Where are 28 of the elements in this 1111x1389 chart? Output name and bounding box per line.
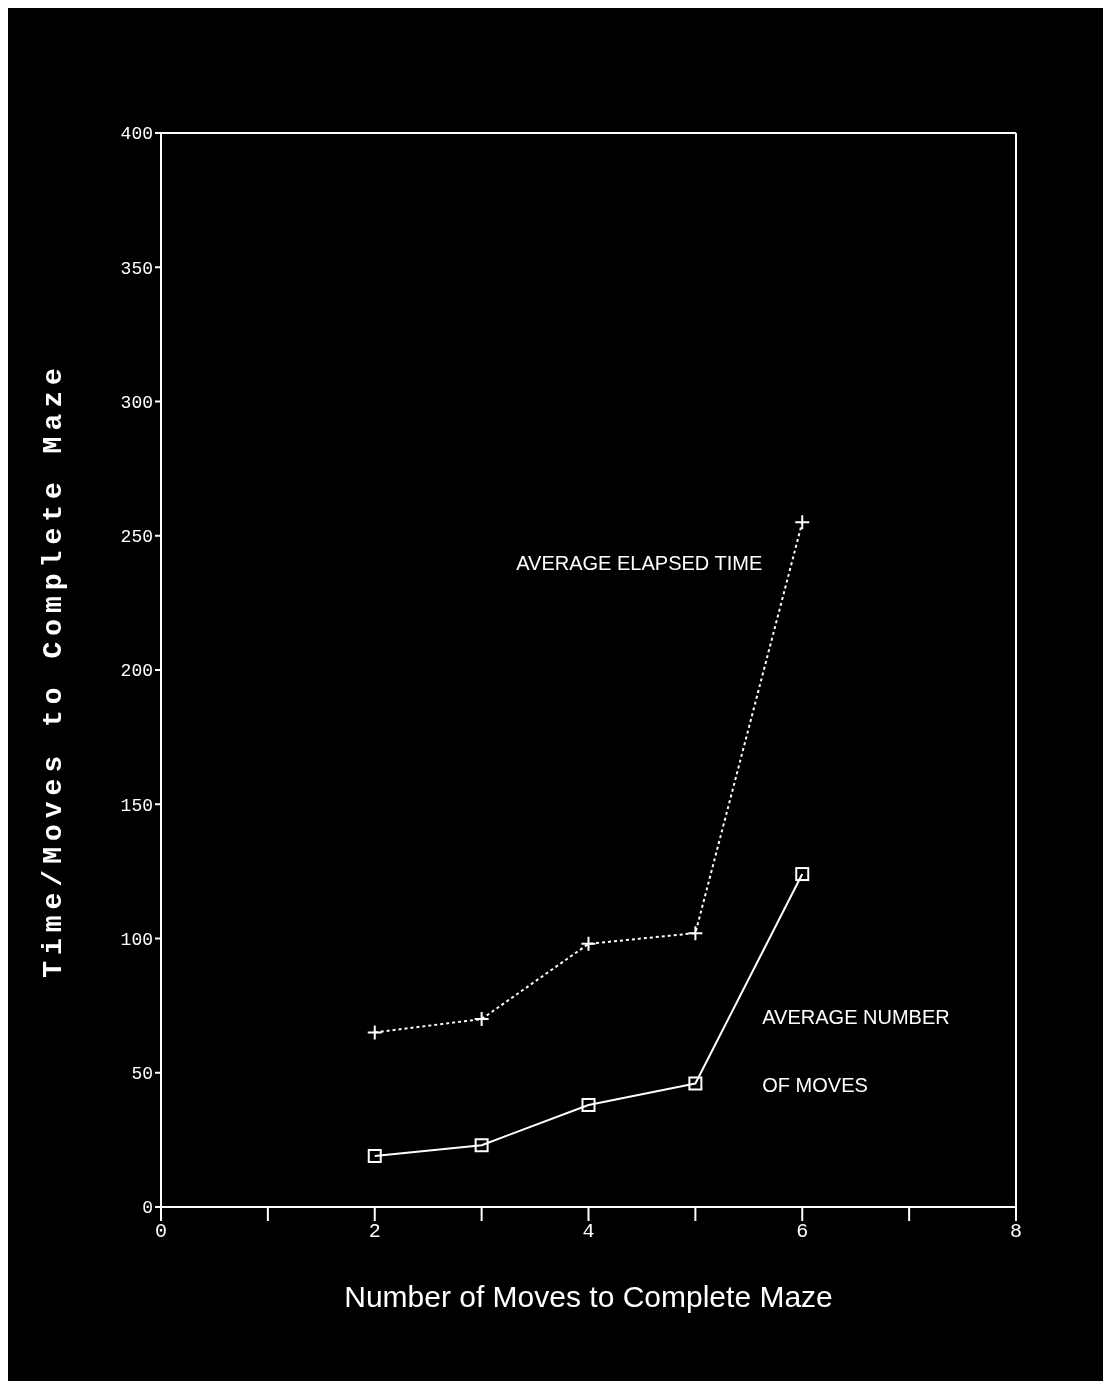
point [473, 1011, 490, 1028]
y-tick-label: 50 [131, 1064, 153, 1085]
y-tick-label: 0 [142, 1198, 153, 1219]
x-tick-label: 8 [1009, 1220, 1023, 1244]
point [794, 514, 811, 531]
x-tick-label: 4 [582, 1220, 595, 1244]
text: AVERAGE NUMBER OF MOVES [762, 1006, 950, 1097]
point [688, 1076, 703, 1091]
point [687, 925, 704, 942]
y-tick-label: 250 [120, 527, 153, 548]
point [795, 867, 810, 882]
y-tick-label: 200 [120, 661, 153, 682]
y-tick-label: 400 [120, 124, 153, 145]
x-tick-label: 2 [368, 1220, 381, 1244]
x-tick-label: 6 [796, 1220, 809, 1244]
y-axis-title: Time/Moves to Complete Maze [37, 362, 69, 978]
y-tick-label: 350 [120, 258, 153, 279]
point [474, 1138, 489, 1153]
y-tick-label: 100 [120, 929, 153, 950]
point [366, 1024, 383, 1041]
series-label: AVERAGE ELAPSED TIME [516, 552, 763, 575]
y-tick-label: 300 [120, 392, 153, 413]
point [580, 935, 597, 952]
x-tick-label: 0 [154, 1220, 168, 1244]
x-axis-title: Number of Moves to Complete Maze [344, 1280, 833, 1313]
y-tick-label: 150 [120, 795, 153, 816]
point [581, 1097, 596, 1112]
point [367, 1148, 382, 1163]
